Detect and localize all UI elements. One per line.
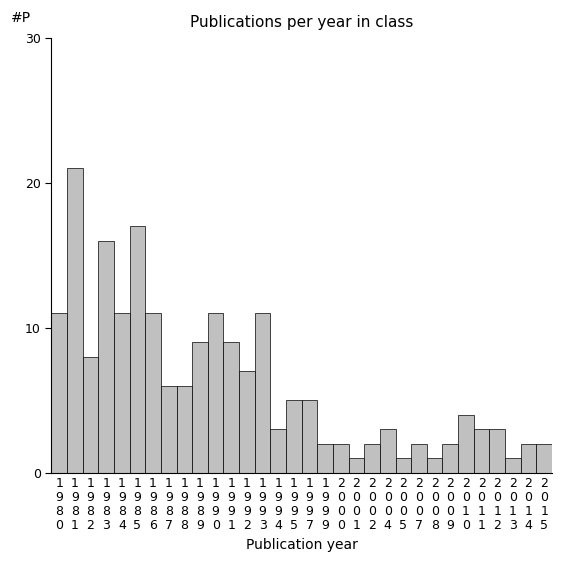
Bar: [145, 314, 161, 472]
Bar: [411, 443, 427, 472]
Bar: [83, 357, 98, 472]
X-axis label: Publication year: Publication year: [246, 538, 358, 552]
Bar: [380, 429, 396, 472]
Bar: [239, 371, 255, 472]
Bar: [427, 458, 442, 472]
Bar: [286, 400, 302, 472]
Bar: [192, 342, 208, 472]
Bar: [489, 429, 505, 472]
Bar: [474, 429, 489, 472]
Bar: [114, 314, 130, 472]
Bar: [208, 314, 223, 472]
Bar: [255, 314, 270, 472]
Bar: [458, 414, 474, 472]
Bar: [333, 443, 349, 472]
Bar: [302, 400, 318, 472]
Title: Publications per year in class: Publications per year in class: [190, 15, 413, 30]
Bar: [318, 443, 333, 472]
Bar: [223, 342, 239, 472]
Bar: [130, 226, 145, 472]
Bar: [270, 429, 286, 472]
Y-axis label: #P: #P: [11, 11, 31, 25]
Bar: [536, 443, 552, 472]
Bar: [161, 386, 176, 472]
Bar: [505, 458, 521, 472]
Bar: [364, 443, 380, 472]
Bar: [349, 458, 364, 472]
Bar: [98, 241, 114, 472]
Bar: [396, 458, 411, 472]
Bar: [442, 443, 458, 472]
Bar: [52, 314, 67, 472]
Bar: [521, 443, 536, 472]
Bar: [176, 386, 192, 472]
Bar: [67, 168, 83, 472]
